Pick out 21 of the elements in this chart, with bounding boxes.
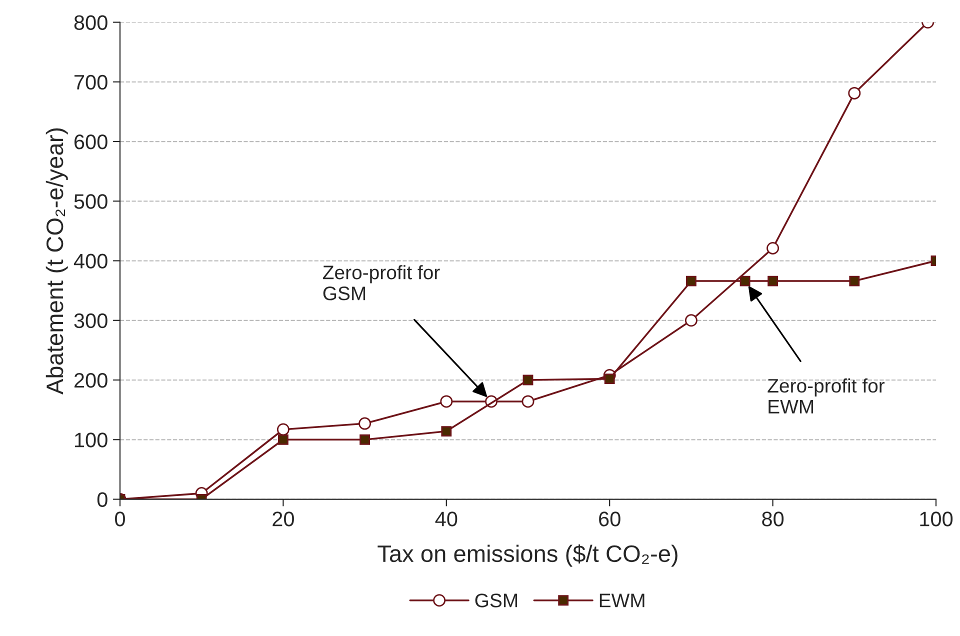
legend-label: GSM	[475, 594, 518, 608]
y-tick-label: 100	[75, 432, 108, 448]
y-tick-label: 0	[97, 492, 108, 508]
x-tick-label: 20	[272, 512, 294, 526]
x-tick-label: 100	[920, 512, 953, 526]
y-tick-label: 200	[74, 373, 108, 388]
y-tick-label: 600	[74, 134, 108, 150]
y-tick-label: 400	[74, 254, 108, 269]
x-tick-label: 60	[599, 512, 620, 526]
annotation: Zero-profit for GSM	[322, 265, 440, 300]
x-axis-title: Tax on emissions ($/t CO₂-e)	[378, 544, 678, 567]
x-tick-label: 80	[762, 512, 784, 526]
y-tick-label: 300	[74, 313, 108, 328]
x-tick-label: 0	[115, 512, 125, 526]
y-tick-label: 800	[74, 15, 108, 30]
x-tick-label: 40	[435, 512, 458, 526]
legend-label: EWM	[600, 594, 644, 608]
y-axis-title: Abatement (t CO₂-e/year)	[46, 128, 68, 395]
y-tick-label: 700	[74, 74, 108, 90]
annotation: Zero-profit for EWM	[768, 378, 885, 414]
y-tick-label: 500	[74, 194, 108, 209]
